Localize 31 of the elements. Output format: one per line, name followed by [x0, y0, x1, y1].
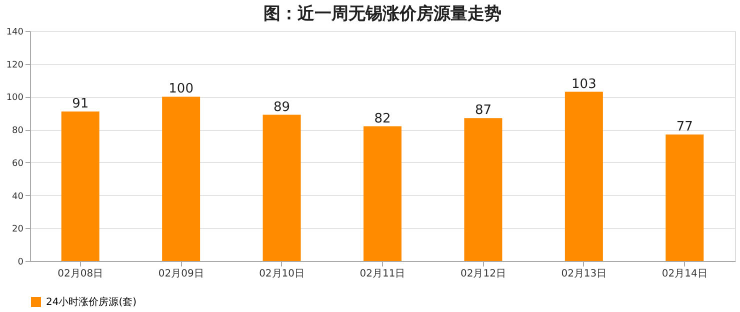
chart-title: 图：近一周无锡涨价房源量走势	[264, 4, 502, 24]
y-tick-label: 140	[6, 28, 24, 38]
data-label: 82	[374, 111, 391, 126]
bar	[364, 126, 402, 261]
bar	[464, 118, 502, 261]
x-tick-label: 02月14日	[662, 268, 708, 280]
x-tick-label: 02月12日	[460, 268, 506, 280]
x-tick-label: 02月11日	[360, 268, 406, 280]
data-label: 89	[274, 100, 290, 115]
x-tick-label: 02月08日	[58, 268, 104, 280]
bar	[61, 112, 100, 261]
data-label: 87	[474, 103, 492, 118]
y-tick-label: 120	[6, 60, 24, 70]
bar	[564, 92, 603, 261]
y-tick-label: 80	[12, 126, 24, 136]
y-tick-label: 60	[12, 158, 24, 169]
y-tick-label: 40	[12, 192, 24, 202]
data-label: 77	[676, 120, 693, 134]
bar	[666, 134, 704, 261]
data-label: 91	[72, 96, 89, 112]
bar	[262, 114, 301, 261]
y-tick-label: 20	[12, 224, 24, 235]
bar	[162, 96, 200, 261]
x-tick-label: 02月10日	[259, 268, 305, 280]
x-tick-label: 02月13日	[561, 268, 607, 280]
y-tick-label: 100	[6, 93, 24, 104]
data-label: 103	[572, 76, 596, 92]
data-label: 100	[168, 82, 194, 97]
x-tick-label: 02月09日	[158, 268, 204, 280]
y-tick-label: 0	[18, 258, 24, 268]
legend-label: 24小时涨价房源(套)	[46, 296, 137, 308]
